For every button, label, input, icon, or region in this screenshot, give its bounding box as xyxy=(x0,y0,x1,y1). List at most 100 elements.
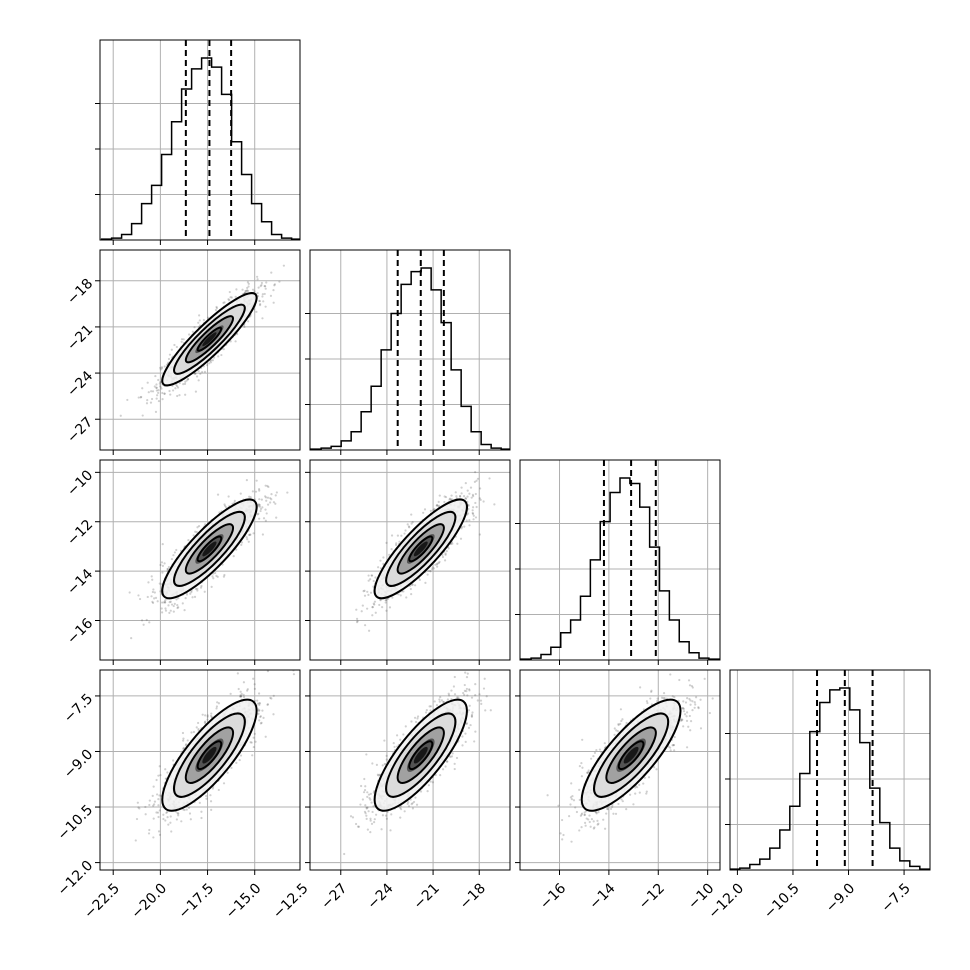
sample-point xyxy=(493,503,496,506)
sample-point xyxy=(172,554,175,557)
sample-point xyxy=(378,603,381,607)
sample-point xyxy=(208,362,211,365)
sample-point xyxy=(382,556,385,559)
sample-point xyxy=(272,301,275,304)
sample-point xyxy=(468,524,471,527)
sample-point xyxy=(259,303,262,306)
sample-point xyxy=(209,714,213,717)
sample-point xyxy=(177,812,180,815)
sample-point xyxy=(166,568,169,571)
sample-point xyxy=(402,590,405,593)
sample-point xyxy=(167,565,170,569)
sample-point xyxy=(258,299,261,302)
sample-point xyxy=(196,526,199,529)
sample-point xyxy=(468,519,471,522)
sample-point xyxy=(236,672,239,675)
sample-point xyxy=(139,396,142,399)
sample-point xyxy=(437,500,440,503)
sample-point xyxy=(230,296,233,299)
sample-point xyxy=(256,702,260,705)
sample-point xyxy=(197,321,200,324)
sample-point xyxy=(472,514,475,517)
sample-point xyxy=(261,506,264,509)
sample-point xyxy=(184,380,187,383)
sample-point xyxy=(372,602,375,605)
sample-point xyxy=(252,677,255,680)
sample-point xyxy=(140,619,144,622)
sample-point xyxy=(363,624,367,627)
sample-point xyxy=(228,290,231,294)
sample-point xyxy=(272,289,275,292)
sample-point xyxy=(385,609,388,612)
sample-point xyxy=(130,636,133,640)
sample-point xyxy=(169,815,172,818)
sample-point xyxy=(160,387,163,390)
sample-point xyxy=(410,513,413,516)
sample-point xyxy=(436,504,439,507)
sample-point xyxy=(156,394,159,397)
sample-point xyxy=(163,365,166,368)
sample-point xyxy=(178,394,181,397)
sample-point xyxy=(270,271,273,274)
sample-point xyxy=(191,330,194,333)
sample-point xyxy=(175,598,178,601)
sample-point xyxy=(173,602,176,605)
sample-point xyxy=(436,562,439,565)
sample-point xyxy=(161,398,164,401)
contour-2 xyxy=(173,303,246,375)
sample-point xyxy=(150,390,153,393)
y-tick-label-1-1: −24 xyxy=(64,368,96,400)
sample-point xyxy=(196,587,199,590)
sample-point xyxy=(234,295,237,298)
sample-point xyxy=(432,508,435,512)
sample-point xyxy=(206,718,209,721)
sample-point xyxy=(385,541,388,544)
sample-point xyxy=(232,555,235,558)
sample-point xyxy=(436,565,439,568)
sample-point xyxy=(152,588,155,591)
sample-point xyxy=(371,614,374,617)
sample-point xyxy=(152,804,155,807)
sample-point xyxy=(200,584,203,588)
sample-point xyxy=(435,563,439,566)
sample-point xyxy=(395,542,398,545)
sample-point xyxy=(247,285,250,288)
sample-point xyxy=(151,600,154,603)
sample-point xyxy=(151,578,154,581)
sample-point xyxy=(184,744,187,747)
sample-point xyxy=(176,386,180,389)
sample-point xyxy=(466,512,470,515)
sample-point xyxy=(214,308,218,312)
sample-point xyxy=(153,385,156,388)
sample-point xyxy=(184,597,187,600)
sample-point xyxy=(159,590,162,593)
sample-point xyxy=(175,345,178,349)
sample-point xyxy=(147,391,150,394)
sample-point xyxy=(152,836,155,839)
sample-point xyxy=(167,604,170,607)
sample-point xyxy=(220,353,223,357)
sample-point xyxy=(137,594,140,597)
sample-point xyxy=(448,497,452,500)
sample-point xyxy=(257,286,260,289)
sample-point xyxy=(427,569,430,572)
sample-point xyxy=(449,498,453,501)
sample-point xyxy=(198,324,202,327)
sample-point xyxy=(458,495,462,498)
sample-point xyxy=(126,398,129,402)
sample-point xyxy=(216,701,219,704)
sample-point xyxy=(153,597,156,600)
sample-point xyxy=(468,492,471,495)
sample-point xyxy=(170,557,174,561)
sample-point xyxy=(262,517,266,520)
sample-point xyxy=(245,536,248,539)
sample-point xyxy=(206,316,210,319)
panel-content-2-1 xyxy=(355,471,496,632)
sample-point xyxy=(282,264,285,267)
sample-point xyxy=(167,357,171,361)
sample-point xyxy=(187,333,191,336)
sample-point xyxy=(163,392,166,395)
sample-point xyxy=(391,596,394,599)
sample-point xyxy=(240,541,244,544)
sample-point xyxy=(257,503,261,506)
